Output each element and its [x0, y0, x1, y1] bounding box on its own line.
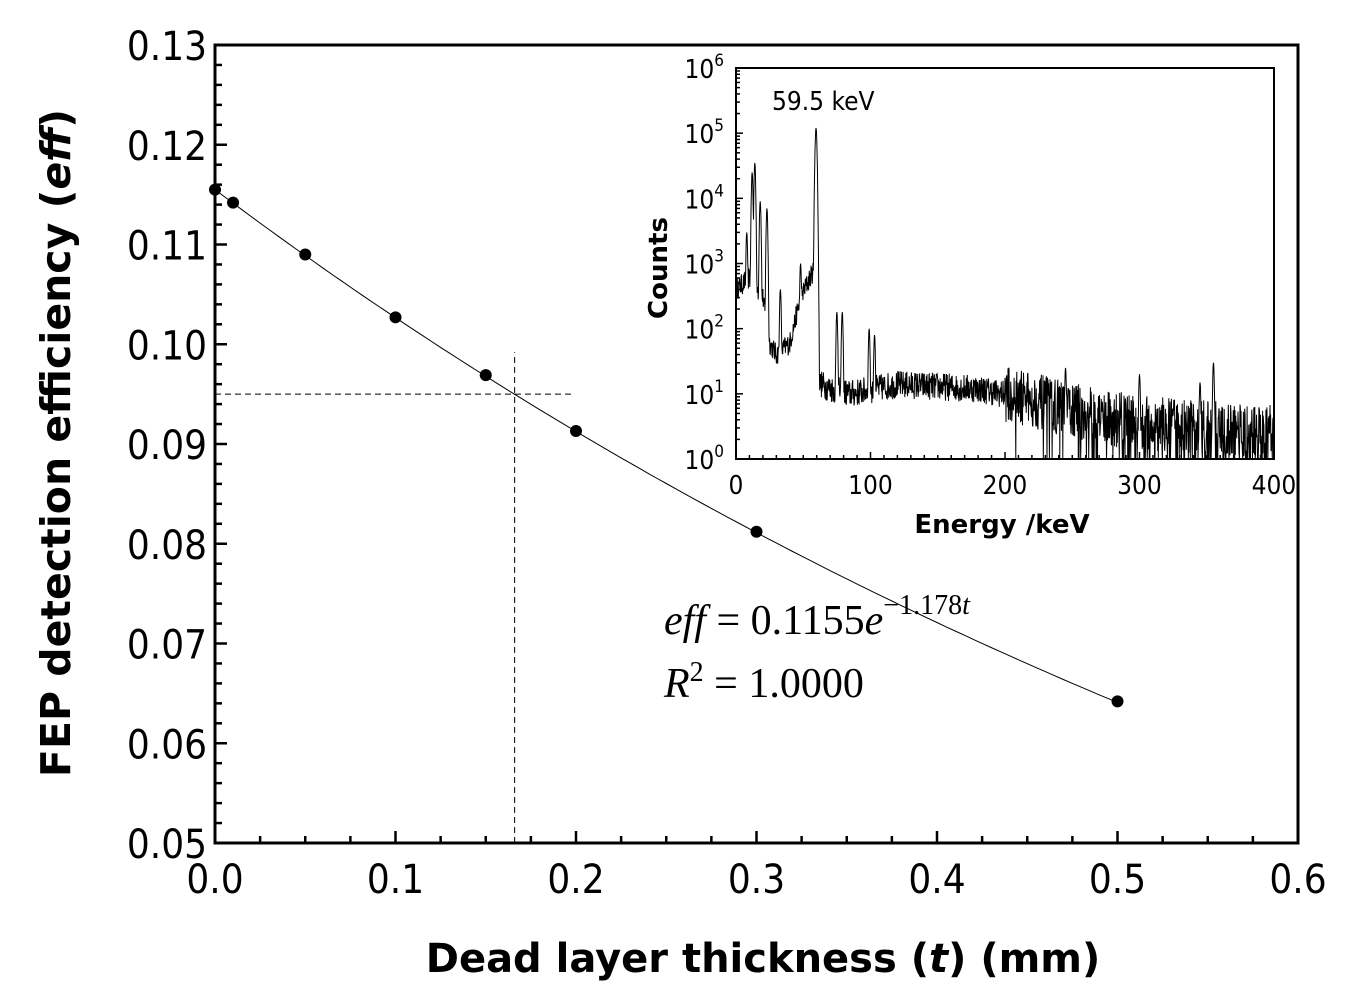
y-tick-label: 0.06	[127, 722, 207, 768]
inset-y-axis-title: Counts	[644, 217, 674, 319]
data-point	[227, 196, 240, 209]
x-tick-label: 0.5	[1089, 857, 1146, 903]
y-tick-label: 0.11	[127, 224, 207, 270]
x-tick-label: 0.3	[728, 857, 785, 903]
spectrum-line	[736, 127, 1275, 460]
y-tick-label: 0.09	[127, 423, 207, 469]
fit-equation: eff = 0.1155e−1.178t	[664, 590, 971, 644]
y-axis-title: FEP detection efficiency (eff)	[32, 109, 80, 777]
inset-y-tick-label: 100	[685, 442, 725, 476]
main-plot: 0.050.060.070.080.090.100.110.120.130.0 0…	[127, 24, 1327, 903]
data-point	[299, 248, 312, 261]
x-tick-label: 0.6	[1269, 857, 1326, 903]
inset-y-tick-label: 101	[685, 377, 725, 411]
x-axis-title: Dead layer thickness (t) (mm)	[426, 936, 1101, 982]
y-tick-label: 0.12	[127, 124, 207, 170]
data-point	[479, 369, 492, 382]
inset-x-tick-label: 200	[983, 471, 1028, 501]
r-squared: R2 = 1.0000	[663, 657, 864, 707]
data-point	[570, 425, 582, 438]
data-point	[750, 525, 763, 538]
inset-x-tick-label: 0	[729, 471, 744, 501]
inset-y-tick-label: 103	[685, 247, 725, 281]
inset-y-tick-label: 104	[685, 181, 725, 215]
peak-annotation: 59.5 keV	[772, 87, 875, 117]
x-tick-label: 0.1	[367, 857, 424, 903]
data-point	[209, 183, 221, 196]
inset-y-tick-label: 102	[685, 312, 725, 346]
y-tick-label: 0.05	[127, 822, 207, 868]
y-tick-label: 0.10	[127, 323, 207, 369]
x-tick-label: 0.2	[547, 857, 604, 903]
fit-curve	[214, 189, 1118, 703]
inset-x-axis-title: Energy /keV	[914, 510, 1089, 540]
y-tick-label: 0.13	[127, 24, 207, 70]
x-tick-label: 0.4	[908, 857, 965, 903]
inset-x-tick-label: 100	[848, 471, 893, 501]
y-tick-label: 0.08	[127, 523, 207, 569]
inset-y-tick-label: 105	[685, 116, 725, 150]
inset-frame	[735, 67, 1275, 460]
y-tick-label: 0.07	[127, 623, 207, 669]
inset-y-tick-label: 106	[685, 51, 725, 85]
inset-x-tick-label: 300	[1117, 471, 1162, 501]
inset-x-tick-label: 400	[1252, 471, 1297, 501]
data-point	[389, 311, 402, 324]
x-tick-label: 0.0	[186, 857, 243, 903]
data-point	[1111, 695, 1124, 708]
